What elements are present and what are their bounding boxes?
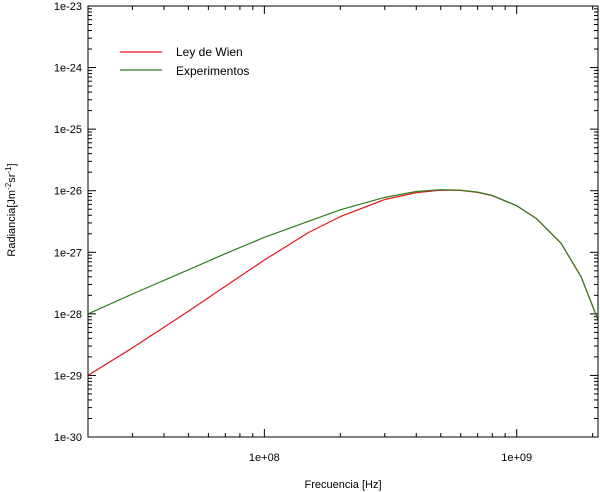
y-axis: 1e-23 1e-24 1e-25 1e-26 1e-27 1e-28 1e-29 1e-30 (54, 1, 598, 444)
legend-label-ley-de-wien: Ley de Wien (176, 45, 243, 59)
y-axis-label: Radiancia[Jm-2sr-1] (4, 163, 18, 256)
y-tick-label: 1e-28 (54, 309, 82, 321)
y-tick-label: 1e-23 (54, 1, 82, 13)
series-lines (87, 189, 599, 376)
series-line-experimentos (87, 189, 599, 321)
legend-label-experimentos: Experimentos (176, 64, 249, 78)
y-tick-label: 1e-24 (54, 63, 82, 75)
y-tick-label: 1e-26 (54, 186, 82, 198)
x-tick-label: 1e+09 (501, 452, 532, 464)
y-tick-label: 1e-30 (54, 432, 82, 444)
y-tick-label: 1e-29 (54, 370, 82, 382)
y-tick-label: 1e-27 (54, 247, 82, 259)
x-axis-label: Frecuencia [Hz] (304, 479, 381, 491)
legend: Ley de Wien Experimentos (120, 45, 249, 78)
x-axis: 1e+08 1e+09 (87, 6, 594, 464)
x-tick-label: 1e+08 (249, 452, 280, 464)
y-tick-label: 1e-25 (54, 124, 82, 136)
plot-frame (87, 5, 599, 438)
